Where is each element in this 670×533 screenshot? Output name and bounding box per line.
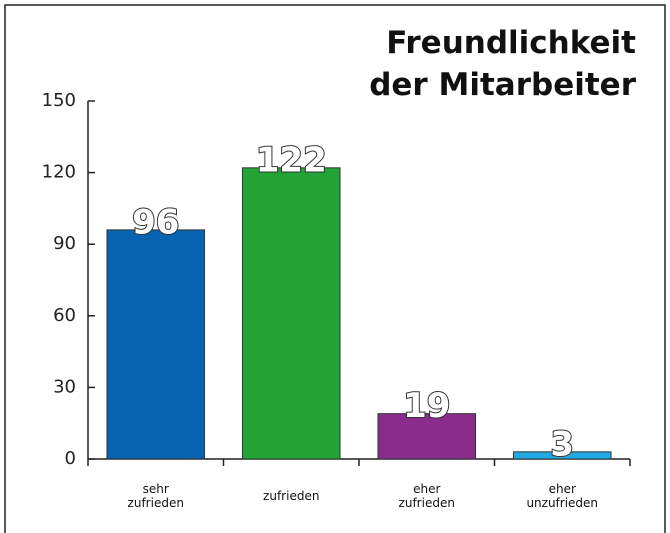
y-tick-label: 90 [53, 233, 76, 254]
x-tick-label: zufrieden [263, 489, 320, 503]
value-label: 96 [132, 202, 179, 242]
x-tick-label: sehr zufrieden [127, 482, 184, 510]
bar [106, 229, 206, 460]
y-tick-label: 30 [53, 376, 76, 397]
bar [512, 451, 612, 460]
value-label: 19 [403, 386, 450, 426]
y-tick-label: 120 [42, 162, 76, 183]
chart-title: Freundlichkeit der Mitarbeiter [369, 25, 636, 103]
value-label: 3 [550, 424, 574, 464]
bar [241, 167, 341, 460]
y-tick-label: 60 [53, 305, 76, 326]
y-tick-label: 0 [65, 448, 76, 469]
y-tick-label: 150 [42, 90, 76, 111]
bar [377, 413, 477, 460]
value-label: 122 [256, 140, 327, 180]
x-tick-label: eher unzufrieden [526, 482, 599, 510]
x-tick-label: eher zufrieden [398, 482, 455, 510]
frame [4, 4, 666, 533]
